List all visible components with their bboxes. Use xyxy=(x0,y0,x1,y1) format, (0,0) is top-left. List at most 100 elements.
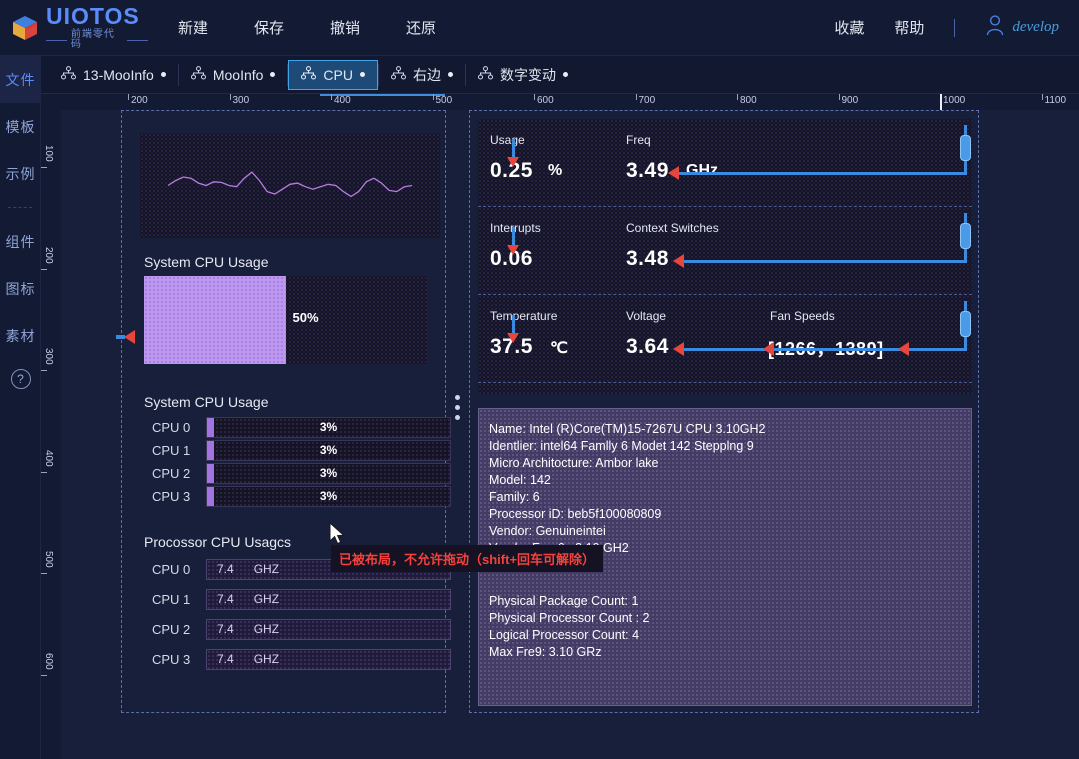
logo-rule-right xyxy=(127,39,148,41)
stat-value: 3.64 xyxy=(626,335,669,358)
tab-number-change[interactable]: 数字变动 xyxy=(466,60,580,90)
ruler-label: 200 xyxy=(43,246,54,264)
sidebar-item-assets[interactable]: 素材 xyxy=(5,327,36,344)
cpu-bar-fill xyxy=(207,486,215,506)
menu-redo[interactable]: 还原 xyxy=(406,20,437,37)
ruler-label: 1000 xyxy=(943,95,966,106)
sidebar-item-files[interactable]: 文件 xyxy=(0,56,41,103)
ruler-label: 200 xyxy=(131,95,148,106)
sidebar-item-help[interactable]: ? xyxy=(0,359,41,399)
sidebar-item-icons[interactable]: 图标 xyxy=(5,280,36,297)
gauge-binding-line xyxy=(116,335,125,339)
tab-label: MooInfo xyxy=(212,66,264,83)
list-item[interactable]: CPU 1 3% xyxy=(144,439,451,461)
drag-locked-tooltip: 已被布局，不允许拖动（shift+回车可解除） xyxy=(331,545,604,572)
tab-right-side[interactable]: 右边 xyxy=(379,60,465,90)
tab-label: 右边 xyxy=(412,66,441,83)
list-item[interactable]: CPU 3 3% xyxy=(144,485,451,507)
tab-13-mooinfo[interactable]: 13-MooInfo xyxy=(49,60,178,90)
list-item[interactable]: CPU 3 7.4 GHZ xyxy=(144,646,451,672)
ruler-tick xyxy=(534,94,535,100)
tab-bar: 13-MooInfo MooInfo CPU xyxy=(41,56,1079,94)
binding-line-horizontal xyxy=(678,172,967,175)
cpu-bar-track: 3% xyxy=(206,485,451,507)
cpu-label: CPU 2 xyxy=(152,621,191,637)
app-logo[interactable]: UIOTOS 前端零代码 xyxy=(0,5,148,50)
cpu-label: CPU 3 xyxy=(152,651,191,667)
list-item[interactable]: CPU 2 7.4 GHZ xyxy=(144,616,451,642)
ruler-tick xyxy=(41,573,47,574)
ruler-label: 600 xyxy=(43,652,54,670)
binding-line-vertical xyxy=(512,315,515,337)
ruler-horizontal[interactable]: 200 300 400 500 600 700 800 900 1000 1100 xyxy=(41,94,1079,110)
processor-unit: GHZ xyxy=(253,652,280,666)
mouse-cursor xyxy=(329,521,347,553)
system-cpu-usage-list[interactable]: System CPU Usage CPU 0 3% CPU 1 3% CPU 2 xyxy=(144,394,451,526)
stat-label: Voltage xyxy=(626,309,667,323)
node-tree-icon xyxy=(390,66,406,83)
ruler-tick xyxy=(229,94,231,100)
binding-port[interactable] xyxy=(960,135,971,161)
list-item[interactable]: CPU 0 3% xyxy=(144,416,451,438)
stat-row[interactable]: Temperature 37.5 ℃ Voltage 3.64 Fan Spee… xyxy=(478,295,972,383)
tab-modified-dot xyxy=(270,72,276,77)
user-account[interactable]: develop xyxy=(985,14,1059,41)
gauge-title: System CPU Usage xyxy=(144,254,269,270)
header-divider xyxy=(954,18,956,37)
sidebar-item-examples[interactable]: 示例 xyxy=(5,165,36,182)
binding-line-vertical xyxy=(512,227,515,249)
processor-unit: GHZ xyxy=(253,592,280,606)
panel-resize-handle[interactable] xyxy=(455,395,460,420)
system-cpu-usage-gauge[interactable]: System CPU Usage 50% xyxy=(144,254,427,386)
ruler-label: 500 xyxy=(43,551,54,568)
cpu-waveform-chart[interactable] xyxy=(140,133,440,238)
left-container[interactable]: System CPU Usage 50% System CPU Usage CP… xyxy=(121,110,451,713)
list-item[interactable]: CPU 2 3% xyxy=(144,462,451,484)
tab-cpu[interactable]: CPU xyxy=(288,59,378,90)
binding-arrow-left-icon xyxy=(673,342,684,356)
ruler-vertical[interactable]: 100 200 300 400 500 600 xyxy=(41,110,61,759)
ruler-tick xyxy=(41,370,47,371)
processor-value-field[interactable]: 7.4 GHZ xyxy=(206,648,451,670)
design-canvas[interactable]: System CPU Usage 50% System CPU Usage CP… xyxy=(61,110,1079,759)
tab-mooinfo[interactable]: MooInfo xyxy=(179,60,288,90)
ruler-label: 800 xyxy=(740,95,757,106)
sidebar-divider xyxy=(8,207,32,208)
sidebar-item-components[interactable]: 组件 xyxy=(5,233,36,250)
app-header: UIOTOS 前端零代码 新建 保存 撤销 还原 收藏 帮助 develop xyxy=(0,0,1079,56)
processor-unit: GHZ xyxy=(253,622,280,636)
menu-favorites[interactable]: 收藏 xyxy=(834,20,865,37)
binding-arrow-down-icon xyxy=(507,157,519,167)
cpu-label: CPU 0 xyxy=(152,419,191,435)
binding-arrow-left-icon xyxy=(898,342,909,356)
cpu-bar-track: 3% xyxy=(206,416,451,438)
menu-new[interactable]: 新建 xyxy=(178,20,209,37)
right-container[interactable]: Usage 0.25 % Freq 3.49 GHz xyxy=(469,110,979,713)
ruler-label: 600 xyxy=(537,95,554,106)
stat-row[interactable]: Usage 0.25 % Freq 3.49 GHz xyxy=(478,119,972,207)
list-item[interactable]: CPU 1 7.4 GHZ xyxy=(144,586,451,612)
ruler-label: 100 xyxy=(43,145,54,162)
menu-help[interactable]: 帮助 xyxy=(894,20,925,37)
stat-interrupts: Interrupts xyxy=(490,221,541,235)
ruler-label: 400 xyxy=(43,449,54,467)
user-icon xyxy=(985,14,1005,41)
binding-port[interactable] xyxy=(960,311,971,337)
processor-value-field[interactable]: 7.4 GHZ xyxy=(206,618,451,640)
ruler-tick xyxy=(41,674,47,676)
menu-undo[interactable]: 撤销 xyxy=(330,20,361,37)
question-mark-icon: ? xyxy=(10,369,31,389)
processor-cpu-usages-list[interactable]: Procossor CPU Usagcs CPU 0 7.4 GHZ CPU 1… xyxy=(144,534,451,676)
cpu-label: CPU 2 xyxy=(152,465,191,481)
processor-value-field[interactable]: 7.4 GHZ xyxy=(206,588,451,610)
binding-port[interactable] xyxy=(960,223,971,249)
menu-save[interactable]: 保存 xyxy=(254,20,285,37)
info-line: Family: 6 xyxy=(489,490,540,504)
sidebar-item-templates[interactable]: 模板 xyxy=(5,118,36,135)
stat-row[interactable]: Interrupts 0.06 Context Switches 3.48 xyxy=(478,207,972,295)
tab-divider xyxy=(287,63,289,86)
gauge-track: 50% xyxy=(144,276,427,364)
stat-freq: Freq xyxy=(626,133,651,147)
cpu-stats-box[interactable]: Usage 0.25 % Freq 3.49 GHz xyxy=(478,119,972,394)
info-line: Model: 142 xyxy=(489,473,551,487)
